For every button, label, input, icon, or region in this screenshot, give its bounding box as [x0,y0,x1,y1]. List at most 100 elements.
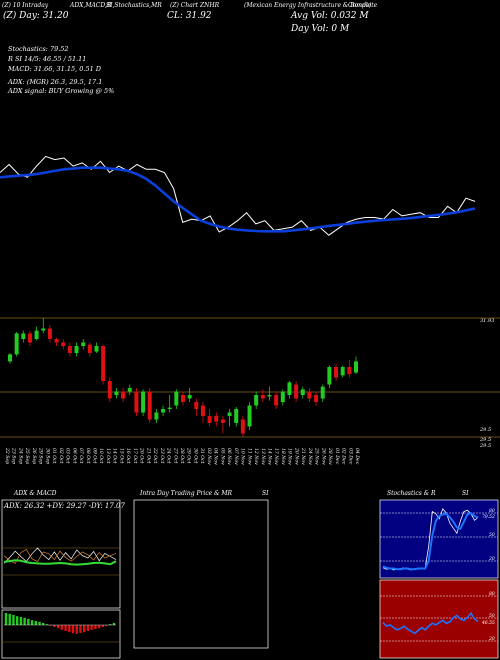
date-label: 27 Oct [172,447,178,464]
header-close-line: CL: 31.92 [167,11,212,21]
date-label: 23 Oct [159,447,165,464]
candle-body [81,342,86,346]
rsi-axis-80: 80 [489,592,495,597]
macd-bar [86,625,90,631]
candle-body [247,405,252,427]
date-label: 30 Oct [192,448,198,464]
macd-bar [71,625,75,633]
candle-body [34,330,39,339]
candle-body [87,344,92,353]
date-label: 22 Sep [4,447,10,464]
macd-bar [12,615,15,625]
candle-body [161,409,166,413]
date-label: 28 Nov [327,447,333,465]
candle-body [200,405,205,416]
candle-body [327,367,332,385]
candle-body [347,367,352,374]
candle-body [101,346,106,381]
rsi-axis-20: 20 [489,637,495,642]
candle-body [220,419,225,423]
candle-body [21,333,26,339]
date-label: 29 Sep [38,447,44,464]
candle-body [207,416,212,423]
date-label: 17 Oct [132,448,138,464]
macd-bar [112,623,116,625]
date-label: 25 Nov [314,447,320,465]
stoch-d-line [382,511,479,571]
candlestick-chart [0,317,500,438]
date-label: 04 Nov [213,448,219,465]
date-label: 07 Oct [78,448,84,464]
date-label: 14 Nov [267,448,273,465]
candle-body [94,346,99,352]
candle-body [334,367,339,378]
date-label: 31 Oct [199,448,205,464]
candle-body [267,395,272,397]
date-label: 12 Nov [253,448,259,465]
macd-bar [49,625,52,626]
candle-body [27,333,32,343]
candle-body [174,391,179,406]
candle-body [67,346,72,353]
header-title-part-3: SI,Stochastics,MR [106,2,162,9]
date-label: 18 Nov [280,448,286,465]
readout-adx-signal: ADX signal: BUY Growing @ 5% [8,87,115,95]
candle-body [141,391,146,413]
candle-body [194,402,199,409]
date-label: 03 Dec [347,448,353,465]
candle-body [280,391,285,402]
macd-bar [27,619,30,625]
date-label: 24 Nov [307,447,313,465]
intraday-panel-frame [133,499,269,649]
stoch-panel-frame [379,499,499,579]
macd-bar [15,616,19,625]
macd-bar [83,625,86,633]
candle-body [234,409,239,423]
date-label: 13 Oct [105,448,111,464]
date-label: 15 Oct [118,448,124,464]
macd-bar [75,625,78,634]
candle-body [287,382,292,395]
intraday-si-label: SI [262,490,269,497]
candle-body [307,391,312,399]
date-label: 25 Sep [24,447,30,464]
stoch-si-label: SI [462,490,469,497]
date-label: 29 Oct [186,447,192,464]
price-line [0,155,476,236]
candle-body [294,384,299,399]
candle-body [254,395,259,406]
date-label: 06 Nov [226,448,232,465]
date-label: 26 Sep [31,447,37,464]
adx-macd-title: ADX & MACD [14,490,57,497]
readout-stochastics: Stochastics: 79.52 [8,45,69,53]
macd-bar [101,625,105,627]
rsi-lines [382,611,479,635]
macd-bar [45,624,49,625]
stoch-axis-80: 80 [489,509,495,514]
candle-body [240,419,245,434]
date-label: 10 Nov [240,448,246,465]
minus-di-line [3,549,117,564]
date-label: 28 Oct [179,447,185,464]
macd-bar [19,617,23,625]
date-label: 05 Nov [219,448,225,465]
candle-body [181,395,185,402]
candle-body [61,342,66,346]
date-label: 13 Nov [260,448,266,465]
candle-body [114,391,119,395]
candle-body [314,395,319,402]
date-label: 21 Oct [145,447,151,464]
candle-body [320,386,325,399]
date-label: 30 Sep [44,448,50,464]
header-prev-line: (Z) Day: 31.20 [3,11,69,21]
date-axis: 22 Sep 23 Sep 24 Sep 25 Sep 26 Sep 29 Sep 30 S… [4,447,360,465]
header-day-vol: Day Vol: 0 M [291,24,350,34]
adx-lines [3,547,117,566]
date-label: 26 Nov [320,447,326,465]
macd-bar [64,625,67,631]
macd-bar [109,624,112,625]
date-label: 23 Sep [11,447,17,464]
candle-body [14,333,19,355]
price-axis-label-1: 31.93 [480,318,495,324]
